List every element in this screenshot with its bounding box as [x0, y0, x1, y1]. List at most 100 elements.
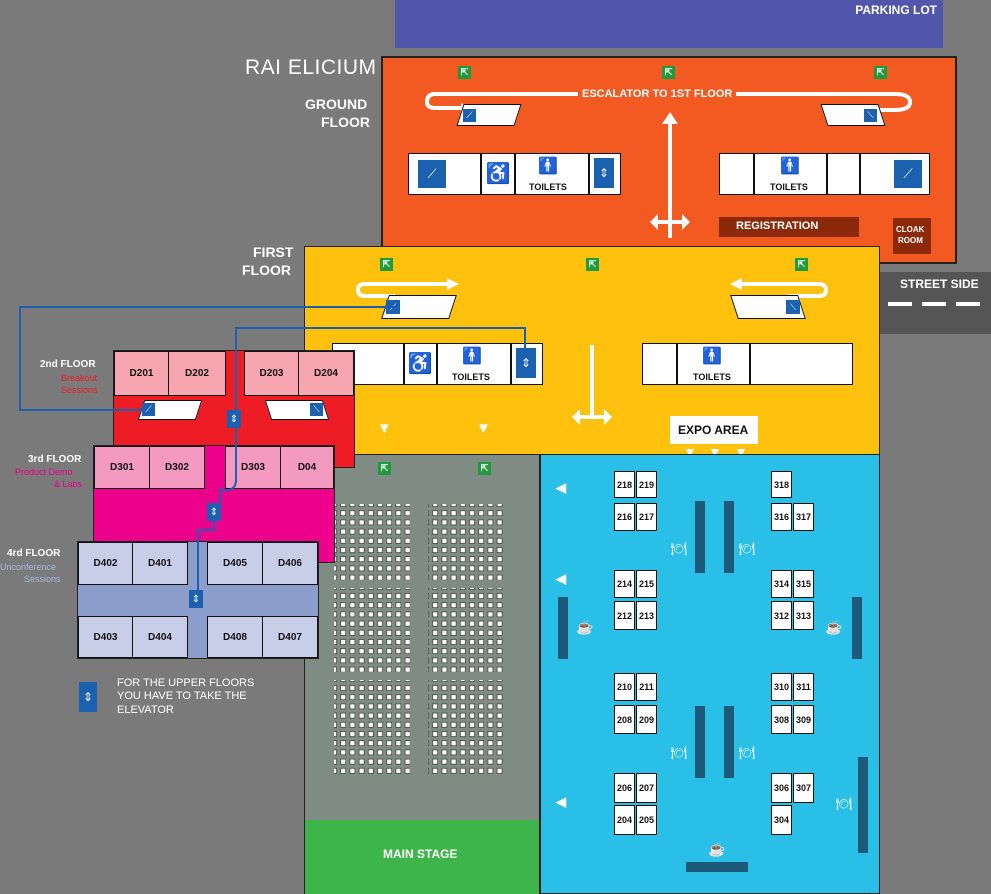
floor3-label: 3rd FLOOR: [28, 454, 82, 465]
cutlery-icon: 🍽: [738, 745, 756, 760]
booth[interactable]: 314: [771, 570, 792, 598]
booth[interactable]: 216: [614, 503, 635, 531]
room-d401[interactable]: D401: [132, 542, 188, 585]
escalator-label: ESCALATOR TO 1ST FLOOR: [578, 88, 737, 100]
booth[interactable]: 317: [793, 503, 814, 531]
floor2-sub1: Breakout: [61, 373, 98, 383]
street-side: STREET SIDE: [880, 272, 991, 334]
first-floor-label-1: FIRST: [253, 244, 294, 260]
booth[interactable]: 207: [636, 773, 657, 803]
booth[interactable]: 204: [614, 805, 635, 835]
elevator-icon: ⇕: [594, 158, 614, 188]
booth[interactable]: 208: [614, 705, 635, 734]
main-stage: MAIN STAGE: [305, 820, 539, 894]
arrow-left-icon: ◀: [556, 571, 566, 586]
dining-table: [724, 501, 734, 573]
stairs-icon: ⟍: [310, 403, 323, 416]
room-d04[interactable]: D04: [280, 446, 334, 489]
booth[interactable]: 211: [636, 673, 657, 701]
booth[interactable]: 311: [793, 673, 814, 701]
booth[interactable]: 316: [771, 503, 792, 531]
booth[interactable]: 215: [636, 570, 657, 598]
room-d201[interactable]: D201: [114, 351, 169, 396]
registration-label: REGISTRATION: [736, 220, 819, 232]
floor3-sub2: & Labs: [54, 479, 83, 489]
exit-sign-icon: ⇱: [378, 462, 391, 475]
dining-table: [724, 706, 734, 778]
cutlery-icon: 🍽: [670, 541, 688, 556]
ground-floor-label-1: GROUND: [305, 96, 368, 112]
escalator-route-left: [355, 278, 459, 298]
room-d204[interactable]: D204: [298, 351, 354, 396]
stairs-icon: ⟋: [894, 160, 922, 188]
first-corridor-arrow: [572, 345, 612, 425]
booth[interactable]: 217: [636, 503, 657, 531]
booth[interactable]: 315: [793, 570, 814, 598]
booth[interactable]: 309: [793, 705, 814, 734]
exit-sign-icon: ⇱: [586, 258, 599, 271]
parking-lot: PARKING LOT: [395, 0, 943, 48]
coffee-table: [852, 597, 862, 659]
floor4-sub2: Sessions: [24, 574, 61, 584]
booth[interactable]: 210: [614, 673, 635, 701]
booth[interactable]: 306: [771, 773, 792, 803]
ground-floor-label-2: FLOOR: [321, 114, 370, 130]
booth[interactable]: 205: [636, 805, 657, 835]
expo-area-sign: EXPO AREA: [670, 416, 758, 444]
cutlery-icon: 🍽: [835, 796, 853, 811]
booth[interactable]: 318: [771, 471, 792, 498]
room-d408[interactable]: D408: [207, 616, 263, 658]
cutlery-icon: 🍽: [738, 541, 756, 556]
exit-sign-icon: ⇱: [380, 258, 393, 271]
floor4-label: 4rd FLOOR: [7, 548, 61, 559]
booth[interactable]: 206: [614, 773, 635, 803]
room-d203[interactable]: D203: [244, 351, 299, 396]
elevator-icon: ⇕: [516, 348, 536, 378]
escalator-route-right: [730, 278, 829, 298]
cutlery-icon: 🍽: [670, 745, 688, 760]
stairs-icon: ⟍: [786, 300, 800, 314]
room-d301[interactable]: D301: [94, 446, 150, 489]
expo-hall: [540, 454, 880, 894]
toilet-person-icon: 🚹: [780, 158, 800, 175]
cloak-label-1: CLOAK: [896, 225, 925, 234]
elevator-icon: ⇕: [189, 590, 203, 608]
booth[interactable]: 214: [614, 570, 635, 598]
room-d402[interactable]: D402: [78, 542, 133, 585]
first-left-facilities: [332, 343, 543, 385]
booth[interactable]: 308: [771, 705, 792, 734]
room-d202[interactable]: D202: [168, 351, 226, 396]
note-line-3: ELEVATOR: [117, 704, 174, 716]
booth[interactable]: 218: [614, 471, 635, 498]
room-d405[interactable]: D405: [207, 542, 263, 585]
room-d302[interactable]: D302: [149, 446, 205, 489]
booth[interactable]: 213: [636, 601, 657, 630]
room-d403[interactable]: D403: [78, 616, 133, 658]
booth[interactable]: 307: [793, 773, 814, 803]
booth[interactable]: 212: [614, 601, 635, 630]
toilet-person-icon: 🚹: [538, 158, 558, 175]
room-d303[interactable]: D303: [225, 446, 281, 489]
exit-sign-icon: ⇱: [458, 66, 471, 79]
coffee-table: [686, 862, 748, 872]
main-stage-label: MAIN STAGE: [383, 847, 458, 861]
booth[interactable]: 310: [771, 673, 792, 701]
exit-sign-icon: ⇱: [662, 66, 675, 79]
room-d404[interactable]: D404: [132, 616, 188, 658]
booth[interactable]: 219: [636, 471, 657, 498]
arrow-down-icon: ▼: [377, 420, 392, 437]
room-d407[interactable]: D407: [262, 616, 318, 658]
booth[interactable]: 304: [771, 805, 792, 835]
arrow-left-icon: ◀: [556, 794, 566, 809]
booth[interactable]: 312: [771, 601, 792, 630]
booth[interactable]: 209: [636, 705, 657, 734]
room-d406[interactable]: D406: [262, 542, 318, 585]
floor2-label: 2nd FLOOR: [40, 359, 96, 370]
booth[interactable]: 313: [793, 601, 814, 630]
stairs-icon: ⟋: [463, 109, 476, 122]
exit-sign-icon: ⇱: [478, 462, 491, 475]
registration-desk: REGISTRATION: [719, 217, 859, 237]
note-line-2: YOU HAVE TO TAKE THE: [117, 690, 247, 702]
